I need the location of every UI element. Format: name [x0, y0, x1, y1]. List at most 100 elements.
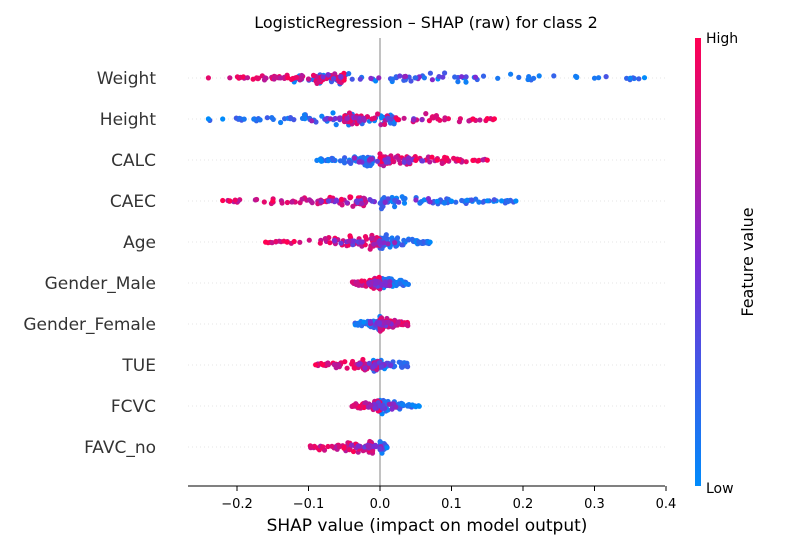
shap-point — [536, 73, 542, 79]
shap-point — [389, 406, 395, 412]
shap-point — [325, 72, 331, 78]
shap-point — [484, 198, 490, 204]
shap-point — [355, 443, 361, 449]
data-points — [205, 70, 648, 456]
shap-point — [390, 401, 397, 407]
feature-label-gender_female: Gender_Female — [23, 315, 156, 335]
shap-point — [392, 197, 398, 203]
shap-point — [377, 239, 383, 245]
shap-point — [272, 74, 279, 80]
shap-point — [291, 238, 297, 245]
shap-point — [397, 73, 403, 79]
shap-point — [330, 110, 336, 116]
shap-point — [365, 443, 371, 449]
shap-point — [370, 364, 376, 370]
shap-point — [339, 202, 345, 208]
shap-point — [325, 443, 331, 450]
shap-point — [356, 159, 362, 165]
shap-point — [368, 402, 374, 408]
shap-point — [470, 157, 476, 163]
shap-point — [240, 74, 246, 80]
shap-point — [341, 70, 347, 76]
feature-label-tue: TUE — [121, 356, 156, 376]
shap-point — [477, 117, 483, 123]
shap-point — [456, 119, 462, 125]
shap-point — [392, 204, 398, 210]
shap-point — [377, 403, 383, 409]
x-axis-ticks: −0.2 −0.1 0.0 0.1 0.2 0.3 0.4 — [221, 486, 676, 512]
shap-point — [421, 239, 427, 245]
shap-point — [387, 283, 393, 289]
shap-point — [429, 114, 435, 120]
shap-point — [463, 74, 469, 80]
shap-point — [346, 447, 352, 453]
shap-point — [463, 79, 469, 85]
feature-label-fcvc: FCVC — [111, 397, 156, 417]
shap-point — [403, 73, 409, 79]
shap-point — [313, 362, 319, 368]
shap-point — [470, 116, 476, 122]
shap-point — [466, 118, 472, 124]
shap-point — [434, 198, 440, 204]
shap-point — [257, 117, 263, 123]
shap-point — [596, 75, 602, 81]
shap-point — [336, 444, 343, 450]
shap-point — [254, 75, 260, 81]
shap-point — [440, 74, 446, 80]
shap-point — [314, 80, 320, 86]
shap-point — [506, 198, 512, 204]
colorbar — [695, 38, 701, 486]
shap-point — [320, 74, 326, 80]
shap-point — [396, 199, 402, 205]
shap-point — [333, 198, 340, 204]
shap-point — [480, 73, 487, 79]
shap-point — [349, 361, 355, 367]
shap-point — [263, 239, 269, 245]
shap-point — [306, 237, 312, 243]
shap-point — [427, 159, 433, 165]
shap-point — [346, 159, 352, 165]
shap-point — [574, 74, 580, 80]
shap-point — [305, 76, 312, 82]
shap-point — [277, 75, 284, 81]
shap-point — [326, 198, 332, 204]
shap-point — [423, 111, 429, 117]
shap-point — [413, 197, 419, 203]
shap-point — [525, 76, 531, 83]
shap-point — [284, 199, 290, 206]
shap-point — [349, 76, 355, 82]
shap-point — [369, 116, 375, 122]
shap-point — [333, 365, 339, 371]
feature-label-weight: Weight — [97, 69, 157, 89]
shap-point — [287, 115, 294, 121]
feature-labels: Weight Height CALC CAEC Age Gender_Male Gender… — [23, 69, 156, 458]
shap-point — [299, 196, 305, 202]
shap-point — [413, 75, 419, 81]
shap-point — [403, 321, 409, 328]
shap-point — [368, 235, 374, 242]
shap-point — [341, 445, 347, 451]
shap-point — [317, 157, 323, 163]
colorbar-title: Feature value — [738, 207, 757, 316]
shap-point — [373, 444, 379, 450]
shap-point — [333, 122, 339, 128]
chart-title: LogisticRegression – SHAP (raw) for clas… — [254, 13, 598, 32]
shap-point — [241, 116, 247, 122]
shap-point — [484, 116, 490, 122]
shap-point — [385, 115, 391, 121]
shap-point — [357, 361, 363, 367]
shap-point — [453, 199, 459, 205]
shap-point — [421, 197, 427, 203]
shap-point — [499, 198, 505, 204]
shap-point — [289, 199, 295, 205]
shap-point — [429, 77, 435, 83]
x-tick-label: 0.0 — [370, 497, 391, 512]
shap-point — [464, 197, 470, 203]
shap-point — [261, 77, 268, 83]
shap-point — [332, 238, 338, 244]
shap-point — [384, 445, 390, 451]
shap-point — [361, 117, 367, 123]
shap-point — [353, 115, 359, 121]
shap-point — [205, 75, 211, 81]
shap-point — [306, 197, 313, 203]
